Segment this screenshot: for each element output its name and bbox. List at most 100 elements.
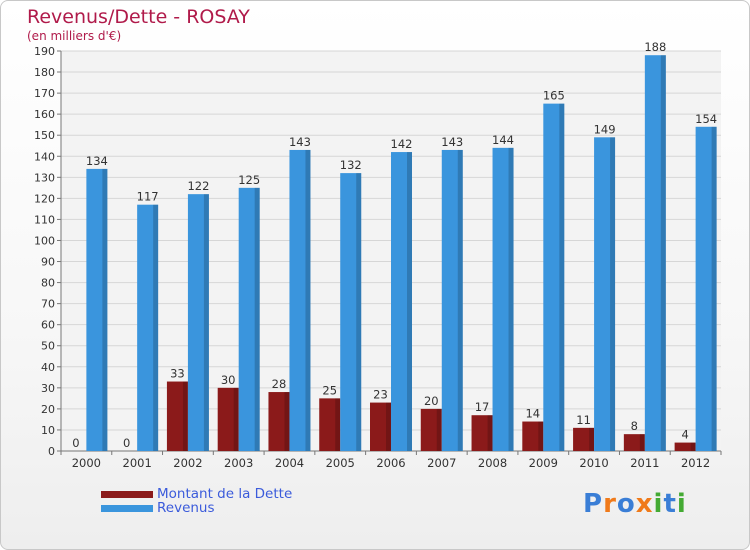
bar-revenus [594, 137, 616, 451]
y-tick-label: 0 [48, 445, 55, 458]
data-label-dette: 33 [170, 367, 185, 381]
legend-label-dette: Montant de la Dette [157, 486, 293, 502]
data-label-dette: 0 [72, 436, 79, 450]
y-tick-label: 110 [34, 213, 55, 226]
data-label-revenus: 144 [492, 133, 514, 147]
legend-swatch-dette [101, 491, 153, 498]
y-tick-label: 120 [34, 192, 55, 205]
data-label-revenus: 125 [238, 173, 260, 187]
bar-revenus [543, 103, 565, 451]
x-tick-label: 2001 [123, 456, 152, 470]
bar-dette-shade [284, 392, 290, 451]
bar-dette [471, 415, 493, 451]
y-tick-label: 100 [34, 234, 55, 247]
bar-revenus-shade [102, 168, 108, 452]
y-tick-label: 140 [34, 150, 55, 163]
x-tick-label: 2010 [579, 456, 608, 470]
bar-dette [522, 421, 544, 451]
bar-revenus [86, 168, 108, 452]
y-tick-label: 70 [41, 298, 55, 311]
bar-revenus [492, 147, 514, 451]
x-tick-label: 2004 [275, 456, 304, 470]
data-label-dette: 30 [221, 373, 236, 387]
bar-dette-shade [589, 427, 595, 451]
x-tick-label: 2008 [478, 456, 507, 470]
data-label-revenus: 132 [340, 158, 362, 172]
bar-dette [573, 427, 595, 451]
bar-dette-shade [335, 398, 341, 451]
x-tick-label: 2006 [376, 456, 405, 470]
bar-revenus [391, 152, 412, 452]
x-tick-label: 2000 [72, 456, 101, 470]
logo-letter: x [635, 489, 654, 519]
bar-dette-shade [233, 387, 239, 451]
data-label-revenus: 117 [137, 190, 159, 204]
data-label-revenus: 134 [86, 154, 108, 168]
y-tick-label: 130 [34, 171, 55, 184]
y-tick-label: 50 [41, 340, 55, 353]
data-label-dette: 25 [322, 383, 337, 397]
data-label-revenus: 143 [441, 135, 463, 149]
bar-revenus-shade [457, 149, 463, 451]
bar-revenus [187, 194, 209, 451]
data-label-revenus: 165 [543, 89, 565, 103]
bar-revenus-shade [305, 149, 311, 451]
y-tick-label: 20 [41, 403, 55, 416]
data-label-revenus: 142 [391, 137, 413, 151]
bar-dette [319, 398, 341, 451]
bar-revenus-shade [203, 194, 209, 451]
y-tick-label: 40 [41, 361, 55, 374]
bar-dette-shade [436, 408, 442, 451]
data-label-dette: 8 [631, 419, 638, 433]
x-tick-label: 2003 [224, 456, 253, 470]
logo-letter: i [676, 489, 687, 519]
bar-revenus [340, 173, 362, 451]
proxiti-logo: Proxiti [583, 489, 687, 519]
x-tick-label: 2005 [326, 456, 355, 470]
logo-letter: t [663, 489, 677, 519]
legend-swatch-revenus [101, 505, 153, 512]
bar-dette-shade [386, 402, 391, 451]
legend-label-revenus: Revenus [157, 500, 215, 516]
x-tick-label: 2009 [529, 456, 558, 470]
bar-dette [217, 387, 239, 451]
y-tick-label: 90 [41, 256, 55, 269]
bar-dette-shade [639, 434, 645, 451]
x-tick-label: 2012 [681, 456, 710, 470]
y-tick-label: 160 [34, 108, 55, 121]
bar-dette [268, 392, 290, 451]
data-label-revenus: 149 [594, 122, 616, 136]
data-label-revenus: 154 [695, 112, 717, 126]
data-label-dette: 11 [576, 413, 591, 427]
data-label-dette: 4 [681, 428, 688, 442]
data-label-dette: 23 [373, 388, 388, 402]
bar-revenus-shade [153, 204, 159, 451]
logo-letter: i [653, 489, 664, 519]
bar-revenus [695, 126, 717, 451]
bar-dette [166, 381, 188, 451]
x-tick-label: 2002 [173, 456, 202, 470]
y-tick-label: 30 [41, 382, 55, 395]
bar-dette [420, 408, 442, 451]
bar-dette [370, 402, 391, 451]
data-label-revenus: 122 [187, 179, 209, 193]
bar-dette-shade [690, 442, 696, 451]
data-label-dette: 28 [272, 377, 287, 391]
bar-revenus-shade [407, 152, 412, 452]
bar-revenus-shade [660, 55, 666, 452]
bar-revenus [137, 204, 159, 451]
logo-letter: r [603, 489, 617, 519]
data-label-dette: 20 [424, 394, 439, 408]
bar-revenus-shade [508, 147, 514, 451]
bar-revenus-shade [610, 137, 616, 451]
logo-letter: o [616, 489, 636, 519]
logo-letter: P [583, 489, 604, 519]
bar-revenus-shade [711, 126, 717, 451]
bar-dette-shade [487, 415, 493, 451]
bar-revenus [238, 187, 260, 451]
y-tick-label: 80 [41, 277, 55, 290]
data-label-dette: 0 [123, 436, 130, 450]
bar-dette-shade [538, 421, 544, 451]
x-tick-label: 2007 [427, 456, 456, 470]
